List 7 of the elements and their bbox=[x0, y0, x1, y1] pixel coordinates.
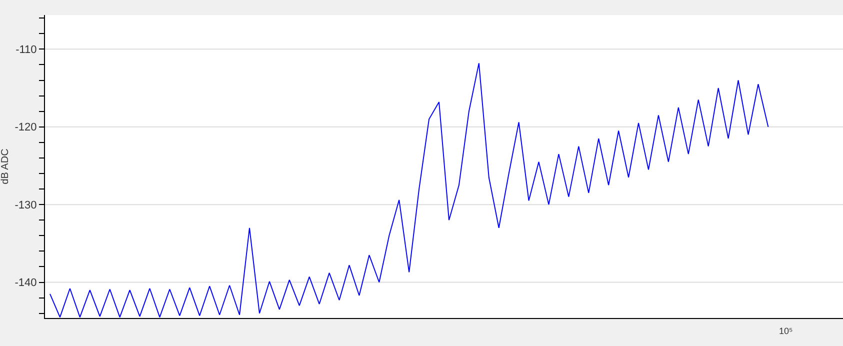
text: 10⁵ bbox=[779, 326, 794, 336]
y-tick-label: -120 bbox=[14, 122, 37, 134]
y-tick-label: -130 bbox=[14, 199, 37, 212]
y-axis-title: dB ADC bbox=[0, 148, 11, 184]
y-tick-label: -110 bbox=[16, 44, 37, 56]
line-series bbox=[49, 62, 769, 318]
y-tick-label: -140 bbox=[14, 277, 37, 290]
